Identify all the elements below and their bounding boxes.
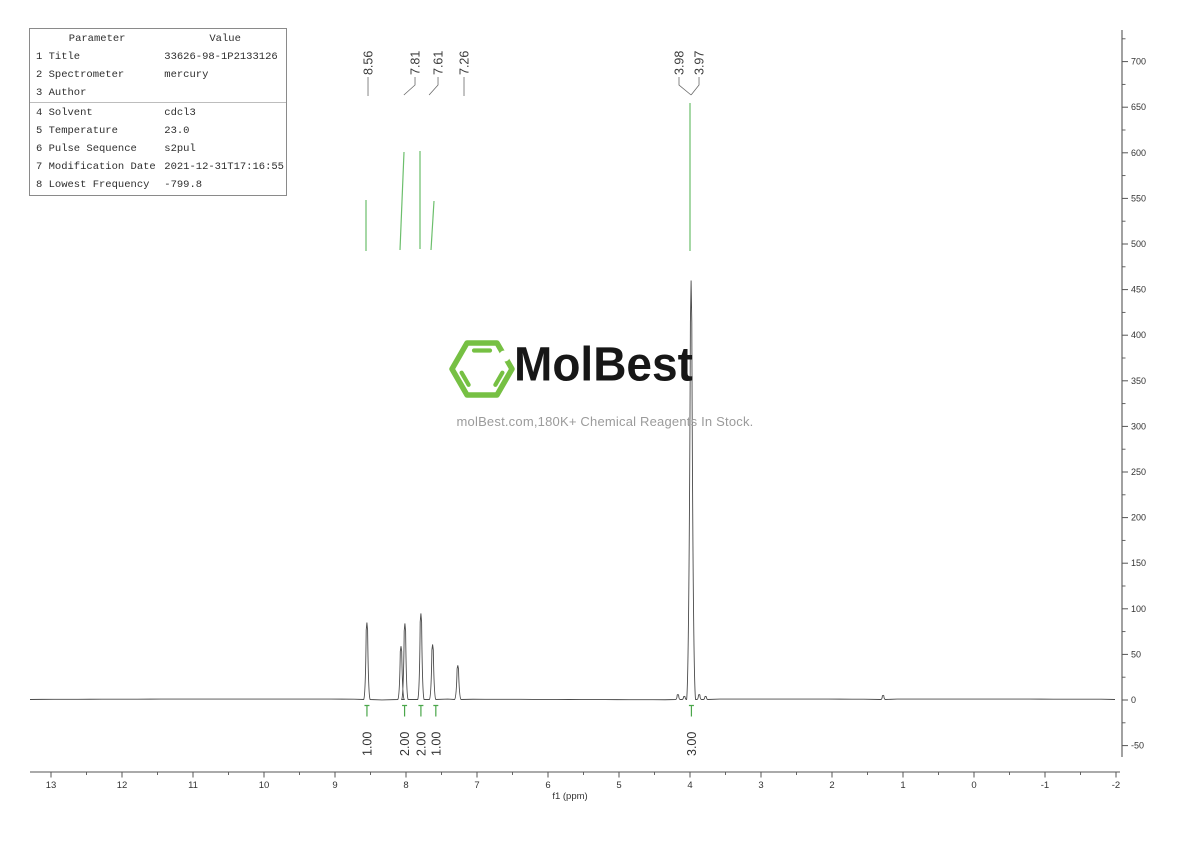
watermark-tagline: molBest.com,180K+ Chemical Reagents In S… xyxy=(456,414,754,429)
x-tick-label: 12 xyxy=(117,780,128,791)
y-tick-label: 450 xyxy=(1131,285,1146,295)
param-name: 1 Title xyxy=(36,50,81,63)
param-name: 6 Pulse Sequence xyxy=(36,143,137,155)
param-value: s2pul xyxy=(164,143,196,155)
y-tick-label: 0 xyxy=(1131,695,1136,705)
peak-label-connector xyxy=(690,77,700,96)
peak-marker-line xyxy=(430,200,435,251)
peak-label: 3.97 xyxy=(693,51,707,75)
brand-name: MolBest xyxy=(514,337,693,392)
param-name: 4 Solvent xyxy=(30,102,165,123)
param-row: 5 Temperature 23.0 xyxy=(30,123,286,141)
param-value: cdcl3 xyxy=(164,102,286,123)
peak-label-connector xyxy=(428,77,439,96)
y-tick-label: 650 xyxy=(1131,102,1146,112)
y-tick-label: 300 xyxy=(1131,421,1146,431)
x-axis-title: f1 (ppm) xyxy=(552,791,587,802)
integral-marker xyxy=(364,704,370,717)
param-row: 1 Title 33626-98-1P2133126 xyxy=(30,48,286,66)
x-tick-label: 9 xyxy=(332,780,337,791)
param-header-value: Value xyxy=(209,33,241,45)
integral-label: 1.00 xyxy=(429,732,443,756)
x-tick-label: 7 xyxy=(474,780,479,791)
x-tick-label: 3 xyxy=(758,780,763,791)
param-value: -799.8 xyxy=(164,179,203,191)
integral-marker xyxy=(402,704,408,717)
param-header-row: Parameter Value xyxy=(30,29,286,48)
param-value: 2021-12-31T17:16:55 xyxy=(164,161,284,173)
param-value: mercury xyxy=(164,68,209,81)
param-name: 5 Temperature xyxy=(36,125,118,137)
x-tick-label: 13 xyxy=(46,780,57,791)
y-tick-label: 50 xyxy=(1131,649,1141,659)
y-tick-label: 500 xyxy=(1131,239,1146,249)
peak-label: 7.26 xyxy=(458,51,472,75)
integral-label: 3.00 xyxy=(685,732,699,756)
y-tick-label: 550 xyxy=(1131,193,1146,203)
param-name: 3 Author xyxy=(36,86,87,99)
x-tick-label: 10 xyxy=(259,780,270,791)
x-tick-label: 6 xyxy=(545,780,550,791)
peak-label: 7.81 xyxy=(409,51,423,75)
integral-label: 2.00 xyxy=(398,732,412,756)
param-row: 6 Pulse Sequence s2pul xyxy=(30,141,286,159)
watermark: MolBest molBest.com,180K+ Chemical Reage… xyxy=(440,330,770,440)
y-tick-label: 600 xyxy=(1131,148,1146,158)
spectrum-trace xyxy=(29,280,1116,701)
peak-label-connector xyxy=(678,77,692,96)
x-tick-label: -2 xyxy=(1112,780,1120,791)
y-tick-label: 250 xyxy=(1131,467,1146,477)
param-name: 2 Spectrometer xyxy=(36,68,125,81)
y-tick-label: 400 xyxy=(1131,330,1146,340)
peak-label: 7.61 xyxy=(432,51,446,75)
y-tick-label: 100 xyxy=(1131,604,1146,614)
param-row: 4 Solvent cdcl3 xyxy=(30,102,286,123)
param-row: 8 Lowest Frequency -799.8 xyxy=(30,177,286,195)
param-header-parameter: Parameter xyxy=(68,33,126,45)
integral-marker xyxy=(433,704,439,717)
x-tick-label: 11 xyxy=(188,780,198,791)
integral-marker xyxy=(688,704,694,717)
integral-label: 2.00 xyxy=(414,732,428,756)
peak-marker-line xyxy=(399,151,405,251)
integral-label: 1.00 xyxy=(360,732,374,756)
param-name: 7 Modification Date xyxy=(36,161,156,173)
y-tick-label: 150 xyxy=(1131,558,1146,568)
param-value: 23.0 xyxy=(164,125,190,137)
integral-marker xyxy=(418,704,424,717)
x-tick-label: 4 xyxy=(687,780,692,791)
peak-label-connector xyxy=(403,77,416,96)
peak-label: 3.98 xyxy=(672,51,686,75)
param-value xyxy=(164,84,286,103)
x-tick-label: 5 xyxy=(616,780,621,791)
y-tick-label: 350 xyxy=(1131,376,1146,386)
x-tick-label: -1 xyxy=(1041,780,1049,791)
y-tick-label: -50 xyxy=(1131,741,1144,751)
param-row: 3 Author xyxy=(30,84,286,103)
peak-label: 8.56 xyxy=(362,51,376,75)
x-tick-label: 2 xyxy=(829,780,834,791)
x-tick-label: 0 xyxy=(971,780,976,791)
parameter-table: Parameter Value 1 Title 33626-98-1P213312… xyxy=(29,28,287,196)
param-name: 8 Lowest Frequency xyxy=(36,179,150,191)
x-tick-label: 8 xyxy=(403,780,408,791)
param-value: 33626-98-1P2133126 xyxy=(164,50,278,63)
y-tick-label: 700 xyxy=(1131,57,1146,67)
param-row: 2 Spectrometer mercury xyxy=(30,66,286,84)
molbest-hexagon-icon xyxy=(449,340,515,398)
x-tick-label: 1 xyxy=(900,780,905,791)
y-tick-label: 200 xyxy=(1131,513,1146,523)
param-row: 7 Modification Date 2021-12-31T17:16:55 xyxy=(30,159,286,177)
